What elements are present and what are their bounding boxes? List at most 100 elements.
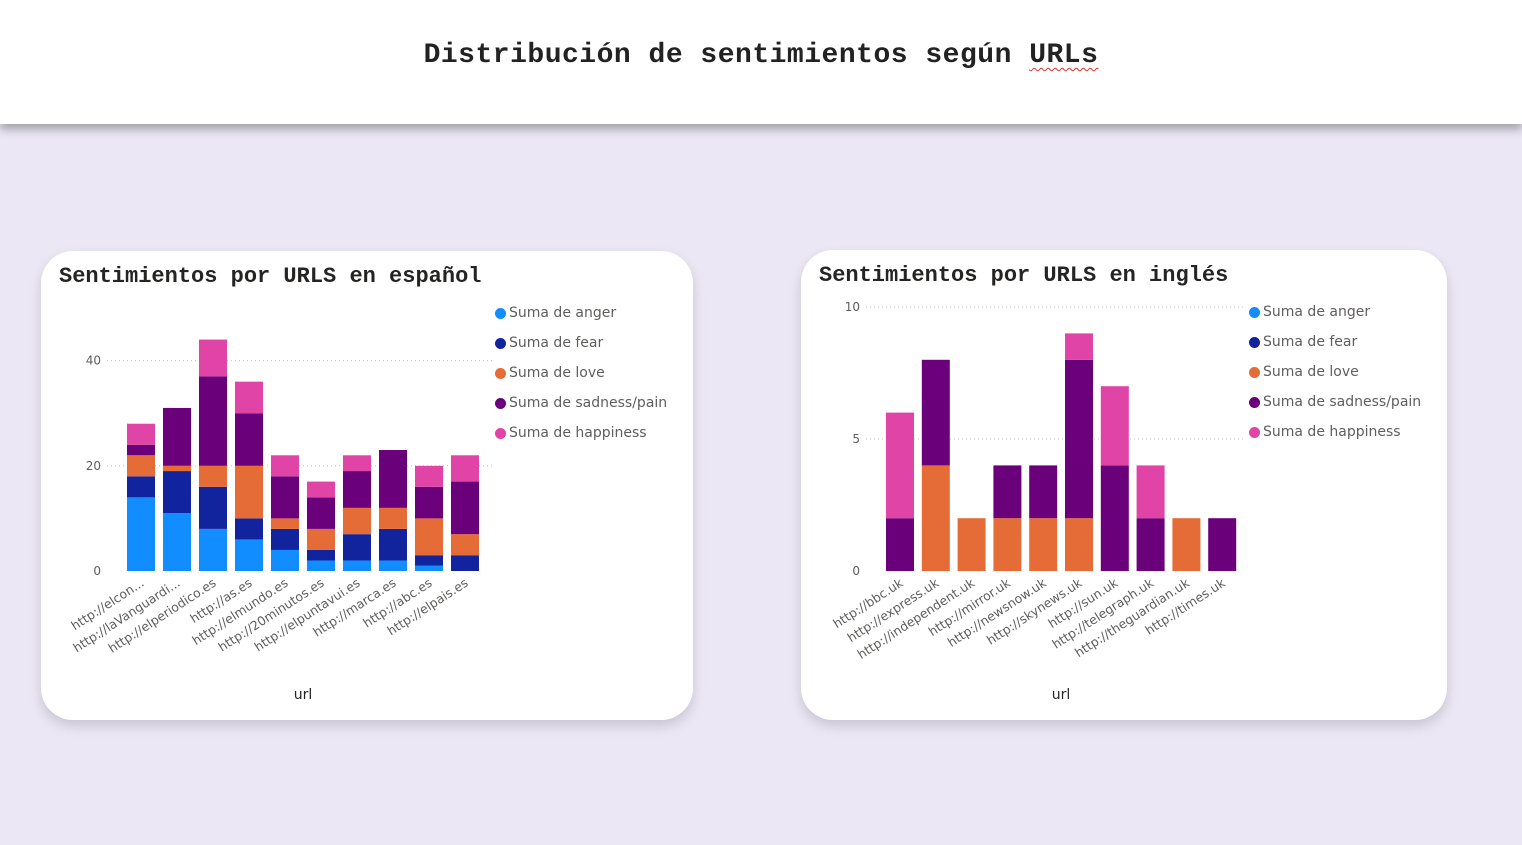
legend-item-love[interactable]: Suma de love <box>495 358 667 388</box>
bar-segment-love <box>921 465 950 571</box>
page-header: Distribución de sentimientos según URLs <box>0 0 1522 124</box>
bar-segment-sadness <box>343 471 371 508</box>
bar-segment-fear <box>307 549 335 561</box>
bar-segment-anger <box>415 565 443 571</box>
legend-item-love[interactable]: Suma de love <box>1249 357 1421 387</box>
bar-segment-sadness <box>1208 518 1237 571</box>
legend-dot-icon <box>495 397 506 409</box>
y-tick-label: 40 <box>86 354 101 368</box>
y-tick-label: 10 <box>845 300 860 314</box>
legend-label: Suma de anger <box>1263 304 1371 320</box>
bar-segment-anger <box>127 497 155 571</box>
bar-segment-anger <box>271 549 299 571</box>
chart-english[interactable]: 0510http://bbc.ukhttp://express.ukhttp:/… <box>801 250 1447 720</box>
bar-segment-sadness <box>993 465 1022 519</box>
legend-item-fear[interactable]: Suma de fear <box>1249 327 1421 357</box>
x-axis-title-spanish: url <box>293 687 313 703</box>
bar-segment-fear <box>235 518 263 540</box>
bar-segment-happiness <box>343 455 371 472</box>
bar-segment-happiness <box>271 455 299 477</box>
bar-segment-love <box>1065 518 1093 571</box>
legend-label: Suma de happiness <box>509 425 647 441</box>
legend-item-sadness[interactable]: Suma de sadness/pain <box>495 388 667 418</box>
y-tick-label: 0 <box>93 564 101 578</box>
bar-segment-love <box>451 534 479 556</box>
legend-label: Suma de anger <box>509 305 617 321</box>
bar-segment-anger <box>307 560 335 571</box>
legend-label: Suma de happiness <box>1263 424 1401 440</box>
legend-item-sadness[interactable]: Suma de sadness/pain <box>1249 387 1421 417</box>
bar-segment-anger <box>343 560 371 571</box>
page-title-text: Distribución de sentimientos según <box>423 40 1030 71</box>
legend-dot-icon <box>1249 426 1260 438</box>
bar-segment-happiness <box>307 481 335 498</box>
chart-card-english[interactable]: 0 5 10 http://bbc.uk http://express.uk http:/… <box>801 250 1447 720</box>
bar-segment-fear <box>163 471 191 514</box>
legend-item-happiness[interactable]: Suma de happiness <box>1249 417 1421 447</box>
legend-spanish[interactable]: Suma de anger Suma de fear Suma de love Sum… <box>495 298 667 448</box>
bar-segment-sadness <box>1136 518 1165 571</box>
bar-segment-sadness <box>451 481 479 535</box>
bar-segment-sadness <box>199 376 227 466</box>
bar-segment-love <box>415 518 443 556</box>
bar-segment-love <box>235 465 263 519</box>
bar-segment-love <box>993 518 1022 571</box>
bar-segment-love <box>127 455 155 477</box>
bar-segment-love <box>307 528 335 550</box>
bar-segment-sadness <box>127 444 155 456</box>
legend-dot-icon <box>495 307 506 319</box>
legend-dot-icon <box>1249 366 1260 378</box>
legend-label: Suma de sadness/pain <box>1263 394 1422 410</box>
legend-dot-icon <box>495 427 506 439</box>
bar-segment-sadness <box>415 486 443 519</box>
bar-segment-anger <box>163 513 191 571</box>
chart-title-spanish: Sentimientos por URLS en español <box>59 264 482 289</box>
bar-segment-sadness <box>163 407 191 466</box>
bar-segment-happiness <box>451 455 479 482</box>
bar-segment-happiness <box>1065 333 1093 360</box>
legend-label: Suma de love <box>509 365 605 381</box>
bar-segment-happiness <box>235 381 263 414</box>
legend-dot-icon <box>1249 396 1260 408</box>
bar-segment-love <box>1172 518 1201 571</box>
bar-segment-happiness <box>127 423 155 445</box>
bar-segment-happiness <box>199 339 227 377</box>
bar-segment-fear <box>127 476 155 498</box>
bar-segment-fear <box>199 486 227 529</box>
y-tick-label: 0 <box>852 564 860 578</box>
legend-item-fear[interactable]: Suma de fear <box>495 328 667 358</box>
bar-segment-happiness <box>1136 465 1165 519</box>
chart-spanish[interactable]: 02040http://elcon...http://laVanguardi..… <box>41 251 693 720</box>
legend-dot-icon <box>495 337 506 349</box>
page-title-urls: URLs <box>1029 40 1099 71</box>
x-axis-title-english: url <box>1051 687 1071 703</box>
legend-dot-icon <box>1249 306 1260 318</box>
bar-segment-love <box>271 518 299 529</box>
bar-segment-love <box>163 465 191 472</box>
y-tick-label: 20 <box>86 459 101 473</box>
bar-segment-love <box>957 518 986 571</box>
bar-segment-love <box>1029 518 1058 571</box>
bar-segment-sadness <box>1065 359 1093 519</box>
bar-segment-fear <box>343 534 371 561</box>
legend-item-anger[interactable]: Suma de anger <box>495 298 667 328</box>
legend-item-happiness[interactable]: Suma de happiness <box>495 418 667 448</box>
bar-segment-sadness <box>271 476 299 519</box>
chart-title-english: Sentimientos por URLS en inglés <box>819 263 1229 288</box>
bar-segment-happiness <box>886 412 914 519</box>
legend-label: Suma de fear <box>509 335 604 351</box>
bar-segment-fear <box>379 528 407 561</box>
bar-segment-love <box>199 465 227 487</box>
legend-label: Suma de fear <box>1263 334 1358 350</box>
bar-segment-sadness <box>921 359 950 466</box>
bar-segment-fear <box>451 555 479 571</box>
bar-segment-fear <box>415 555 443 566</box>
bar-segment-anger <box>379 560 407 571</box>
bar-segment-happiness <box>1100 386 1129 466</box>
y-tick-label: 5 <box>852 432 860 446</box>
bar-segment-sadness <box>307 497 335 529</box>
bar-segment-sadness <box>1029 465 1058 519</box>
legend-item-anger[interactable]: Suma de anger <box>1249 297 1421 327</box>
legend-english[interactable]: Suma de anger Suma de fear Suma de love Sum… <box>1249 297 1421 447</box>
chart-card-spanish[interactable]: 0 20 40 http://elcon... http://laVanguardi..… <box>41 251 693 720</box>
